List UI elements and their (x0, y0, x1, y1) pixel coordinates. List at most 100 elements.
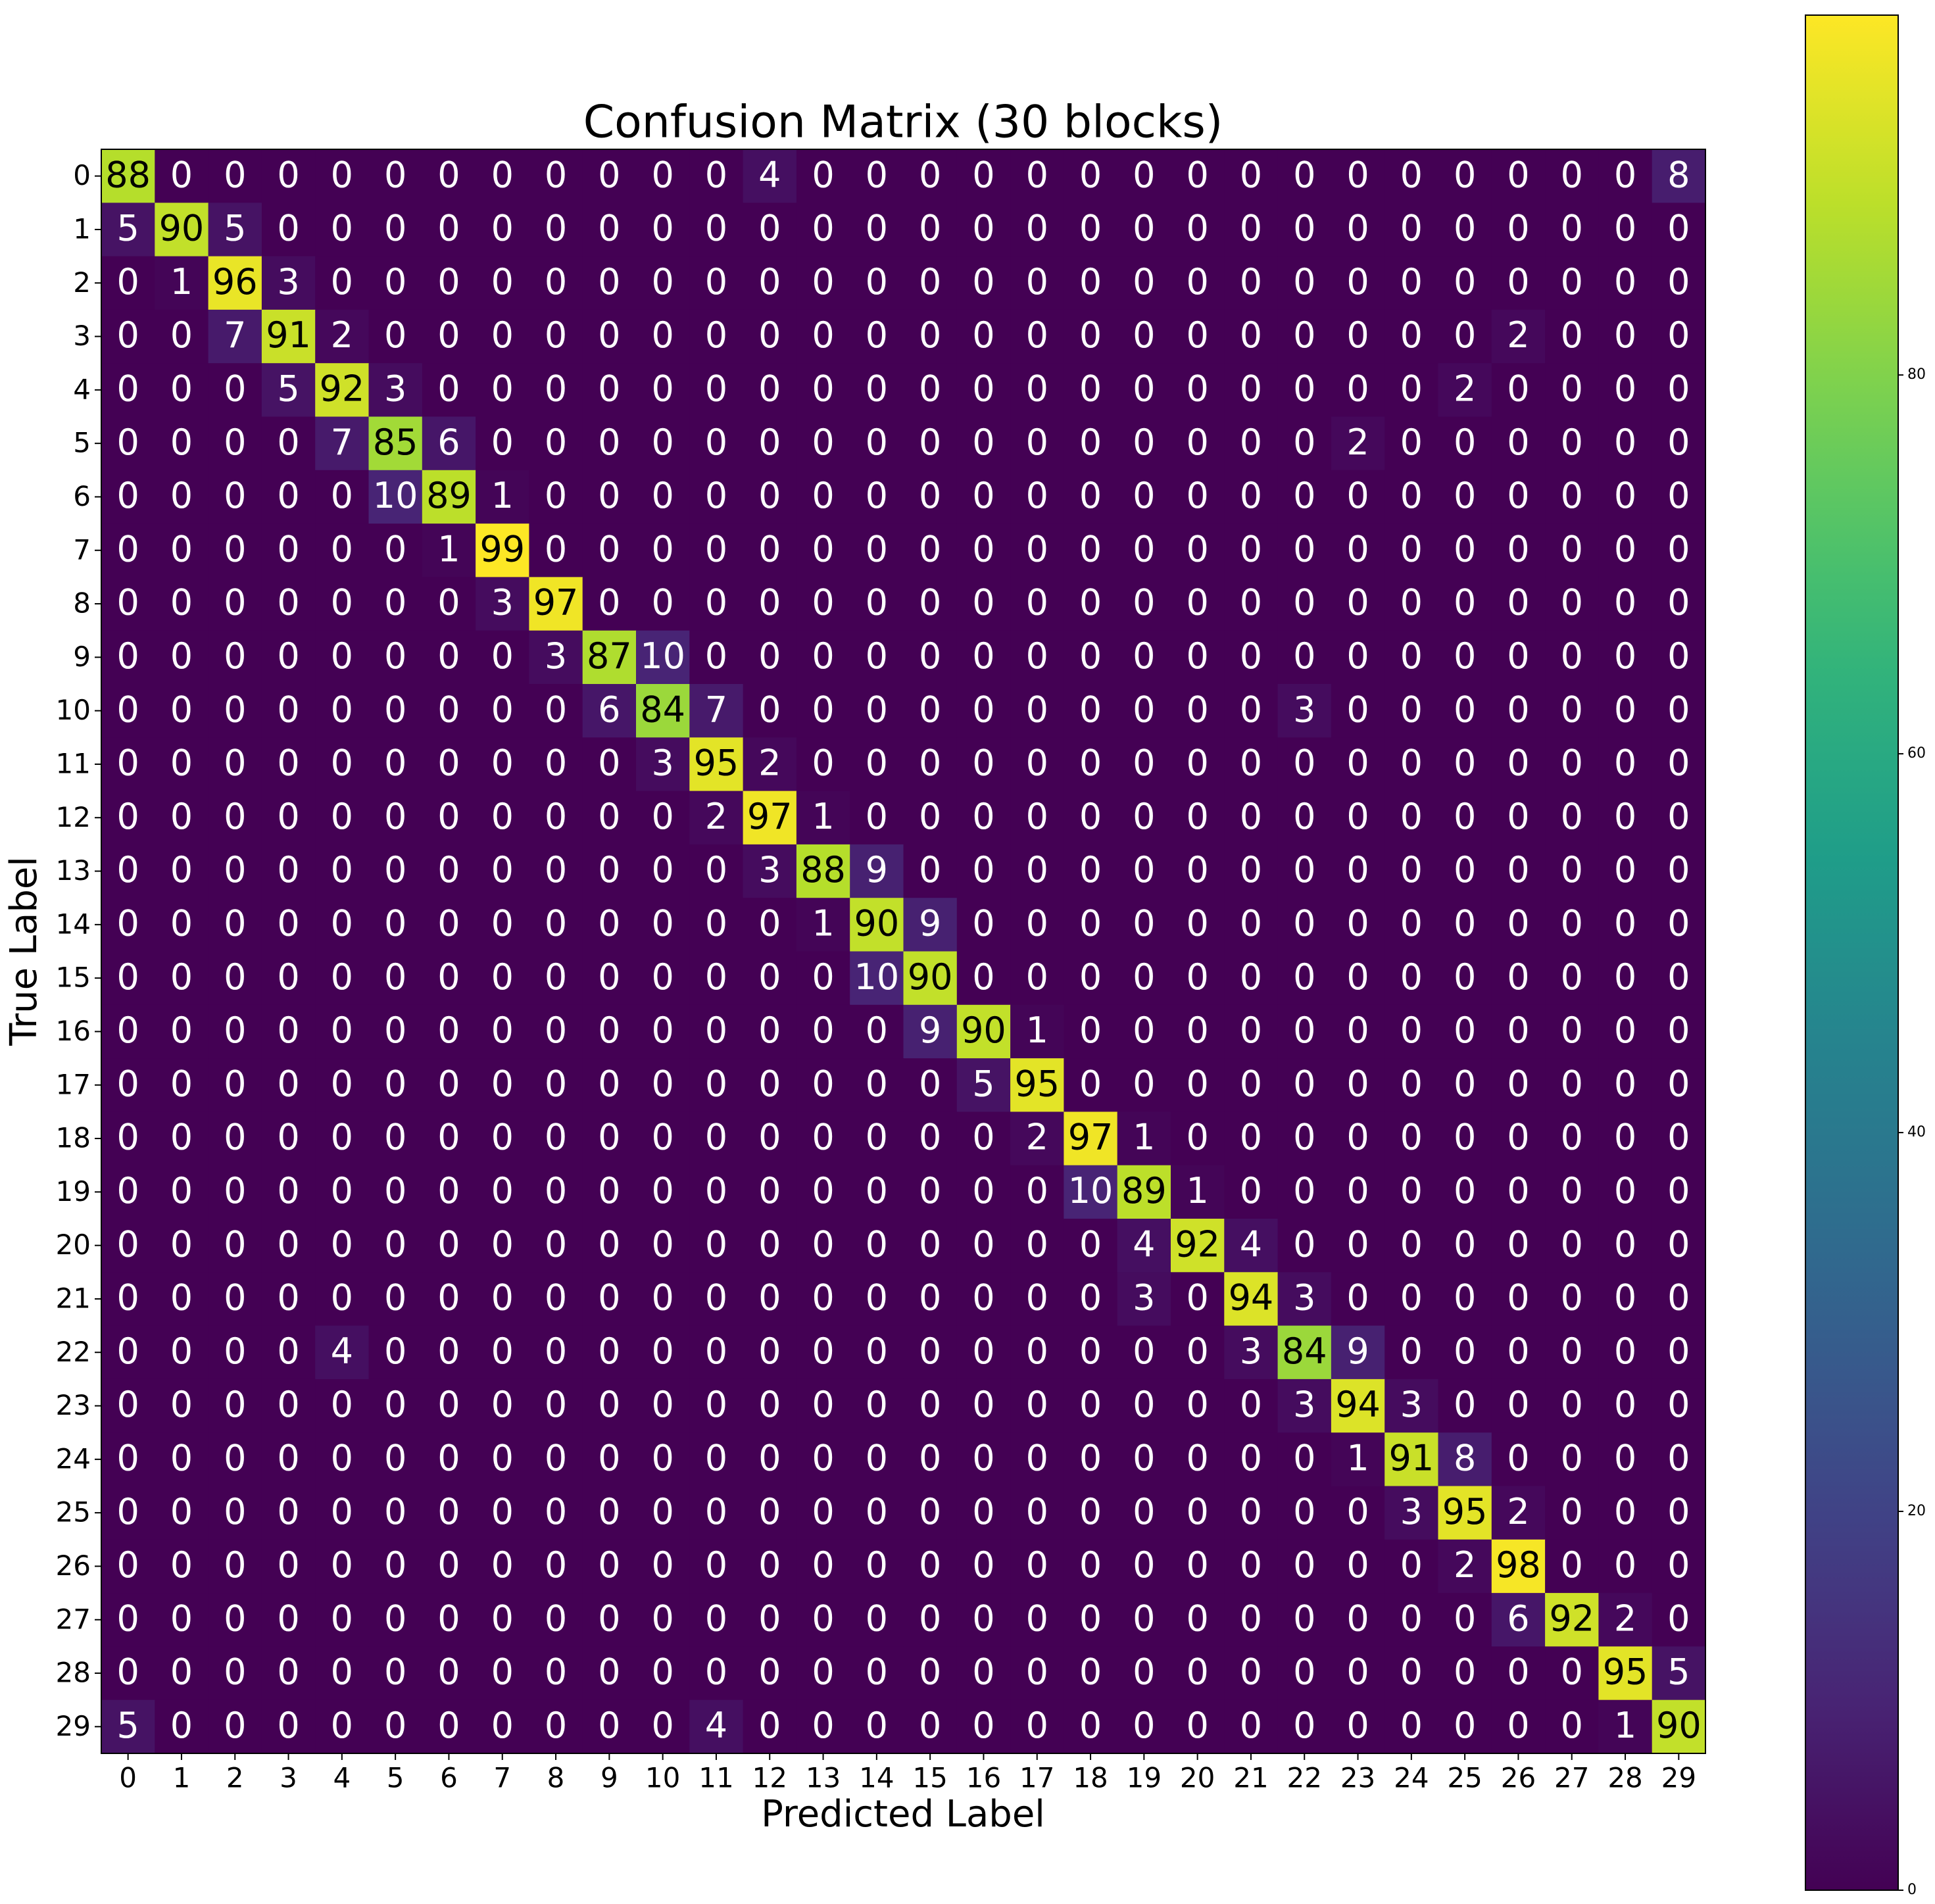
cell (796, 1486, 850, 1540)
cell (850, 1165, 904, 1219)
cell-label: 0 (919, 1437, 941, 1478)
cell-label: 0 (1614, 1437, 1636, 1478)
cell-label: 0 (1186, 1384, 1208, 1425)
cell-label: 0 (758, 1384, 781, 1425)
cell-label: 0 (1293, 956, 1315, 998)
y-tick-label: 0 (73, 159, 91, 191)
cell (1438, 256, 1492, 310)
cell (1598, 203, 1653, 257)
y-tick-label: 27 (56, 1603, 91, 1635)
cell-label: 0 (758, 1063, 781, 1104)
cell (689, 630, 744, 685)
cell (1545, 1004, 1599, 1059)
cell-label: 0 (1507, 635, 1529, 677)
cell-label: 0 (170, 1223, 193, 1265)
cell-label: 0 (545, 902, 567, 944)
cell (155, 1058, 209, 1112)
cell-label: 0 (705, 261, 727, 303)
cell (636, 1646, 690, 1701)
cell-label: 2 (1507, 314, 1529, 356)
cell-label: 0 (919, 689, 941, 730)
cell-label: 0 (170, 1651, 193, 1693)
cell-label: 0 (1133, 1651, 1155, 1693)
cell-label: 0 (331, 743, 353, 784)
cell-label: 0 (705, 902, 727, 944)
cell-label: 4 (331, 1330, 353, 1372)
cell-label: 0 (331, 1491, 353, 1532)
cell-label: 0 (919, 368, 941, 409)
cell (636, 309, 690, 364)
cell-label: 0 (1400, 689, 1423, 730)
cell (1652, 684, 1706, 738)
cell-label: 0 (812, 154, 834, 195)
cell (903, 416, 958, 471)
cell-label: 0 (1400, 1544, 1423, 1586)
cell-label: 0 (972, 1437, 994, 1478)
cell-label: 4 (758, 154, 781, 195)
cell-label: 0 (1079, 743, 1102, 784)
colorbar-tick-label: 0 (1907, 1882, 1917, 1898)
cell-label: 0 (277, 1651, 299, 1693)
y-tick-label: 11 (56, 747, 91, 779)
cell-label: 0 (170, 689, 193, 730)
cell (208, 1699, 262, 1754)
cell-label: 1 (812, 796, 834, 837)
cell-label: 0 (331, 1598, 353, 1639)
cell-label: 0 (1026, 796, 1048, 837)
cell-label: 0 (1240, 475, 1262, 516)
cell (1652, 363, 1706, 417)
cell-label: 89 (1121, 1170, 1167, 1211)
cell (101, 951, 155, 1006)
cell-label: 7 (705, 689, 727, 730)
cell (529, 1699, 583, 1754)
cell (1010, 1058, 1064, 1112)
cell-label: 0 (545, 1170, 567, 1211)
cell (850, 1646, 904, 1701)
cell-label: 0 (1561, 208, 1583, 249)
cell (1010, 1379, 1064, 1433)
cell-label: 0 (116, 1117, 139, 1158)
y-tick-label: 25 (56, 1496, 91, 1528)
cell-label: 0 (1026, 1491, 1048, 1532)
cell (743, 1111, 797, 1166)
cell-label: 0 (1026, 1598, 1048, 1639)
cell (1171, 309, 1225, 364)
cell-label: 0 (1079, 1491, 1102, 1532)
cell-label: 0 (1026, 1705, 1048, 1746)
cell-label: 0 (1346, 1598, 1369, 1639)
cell-label: 0 (384, 1384, 406, 1425)
cell (1545, 1486, 1599, 1540)
cell-label: 0 (972, 635, 994, 677)
cell (1277, 791, 1332, 845)
cell-label: 0 (1454, 208, 1476, 249)
cell-label: 0 (1400, 743, 1423, 784)
cell (582, 1219, 637, 1273)
cell-label: 0 (812, 635, 834, 677)
cell-label: 0 (1507, 368, 1529, 409)
cell (261, 363, 316, 417)
cell (422, 844, 476, 898)
cell (636, 1325, 690, 1380)
cell-label: 0 (1507, 1063, 1529, 1104)
cell-label: 0 (384, 314, 406, 356)
cell-label: 0 (866, 422, 888, 463)
cell (636, 149, 690, 203)
cell (1384, 1165, 1438, 1219)
cell-label: 3 (545, 635, 567, 677)
cell (422, 630, 476, 685)
cell-label: 0 (545, 796, 567, 837)
cell-label: 0 (1293, 1544, 1315, 1586)
cell (1438, 1165, 1492, 1219)
cell-label: 0 (1507, 154, 1529, 195)
cell-label: 0 (491, 1705, 514, 1746)
cell-label: 0 (1507, 528, 1529, 570)
colorbar (1805, 14, 1899, 1891)
cell-label: 0 (972, 956, 994, 998)
cell-label: 0 (491, 902, 514, 944)
cell-label: 0 (1079, 1063, 1102, 1104)
cell-label: 0 (1079, 582, 1102, 623)
cell-label: 0 (651, 1384, 674, 1425)
cell (155, 1432, 209, 1486)
cell (1438, 416, 1492, 471)
cell-label: 0 (1133, 1384, 1155, 1425)
